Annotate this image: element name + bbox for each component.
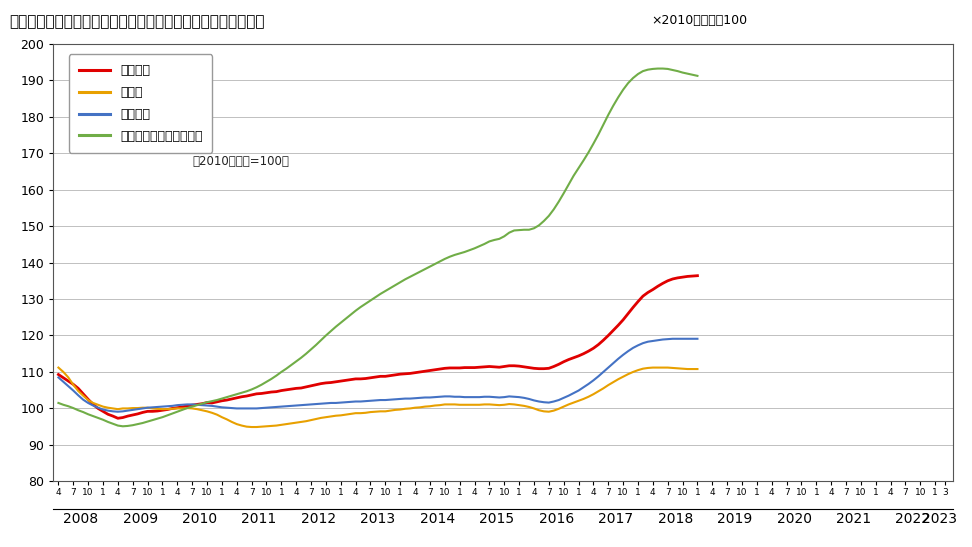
Line: 住宅総合: 住宅総合: [58, 276, 698, 418]
住宅地: [52, 364, 64, 371]
マンション（区分所有）: [231, 391, 243, 398]
住宅総合: [558, 358, 570, 365]
マンション（区分所有）: [52, 400, 64, 406]
戸建住宅: [330, 400, 341, 406]
住宅総合: [330, 379, 341, 385]
マンション（区分所有）: [330, 323, 341, 330]
Line: マンション（区分所有）: マンション（区分所有）: [58, 68, 698, 426]
マンション（区分所有）: [478, 241, 490, 247]
戸建住宅: [390, 396, 401, 403]
戸建住宅: [558, 394, 570, 401]
戸建住宅: [478, 393, 490, 400]
住宅総合: [231, 394, 243, 401]
住宅地: [692, 366, 704, 373]
住宅地: [478, 401, 490, 408]
マンション（区分所有）: [528, 225, 539, 231]
マンション（区分所有）: [390, 282, 401, 288]
Line: 住宅地: 住宅地: [58, 368, 698, 427]
住宅地: [558, 403, 570, 410]
Text: ×2010年平均＝100: ×2010年平均＝100: [651, 14, 747, 27]
住宅地: [528, 405, 539, 412]
住宅総合: [112, 415, 123, 422]
住宅総合: [528, 365, 539, 371]
マンション（区分所有）: [652, 65, 664, 72]
Line: 戸建住宅: 戸建住宅: [58, 339, 698, 412]
Legend: 住宅総合, 住宅地, 戸建住宅, マンション（区分所有）: 住宅総合, 住宅地, 戸建住宅, マンション（区分所有）: [69, 54, 213, 153]
戸建住宅: [692, 335, 704, 342]
戸建住宅: [52, 374, 64, 381]
戸建住宅: [231, 405, 243, 412]
マンション（区分所有）: [558, 190, 570, 196]
住宅地: [226, 418, 237, 425]
住宅総合: [52, 371, 64, 378]
マンション（区分所有）: [692, 73, 704, 79]
戸建住宅: [528, 397, 539, 404]
マンション（区分所有）: [117, 423, 128, 429]
住宅地: [330, 412, 341, 419]
住宅総合: [692, 272, 704, 279]
戸建住宅: [112, 409, 123, 415]
Text: ＜不動産価格指数（住宅）（令和５年３月分・季節調整値）＞: ＜不動産価格指数（住宅）（令和５年３月分・季節調整値）＞: [10, 14, 265, 28]
住宅総合: [478, 364, 490, 370]
住宅総合: [390, 371, 401, 378]
戸建住宅: [667, 335, 678, 342]
Text: （2010年平均=100）: （2010年平均=100）: [192, 155, 290, 168]
住宅地: [246, 424, 258, 430]
住宅地: [390, 406, 401, 413]
